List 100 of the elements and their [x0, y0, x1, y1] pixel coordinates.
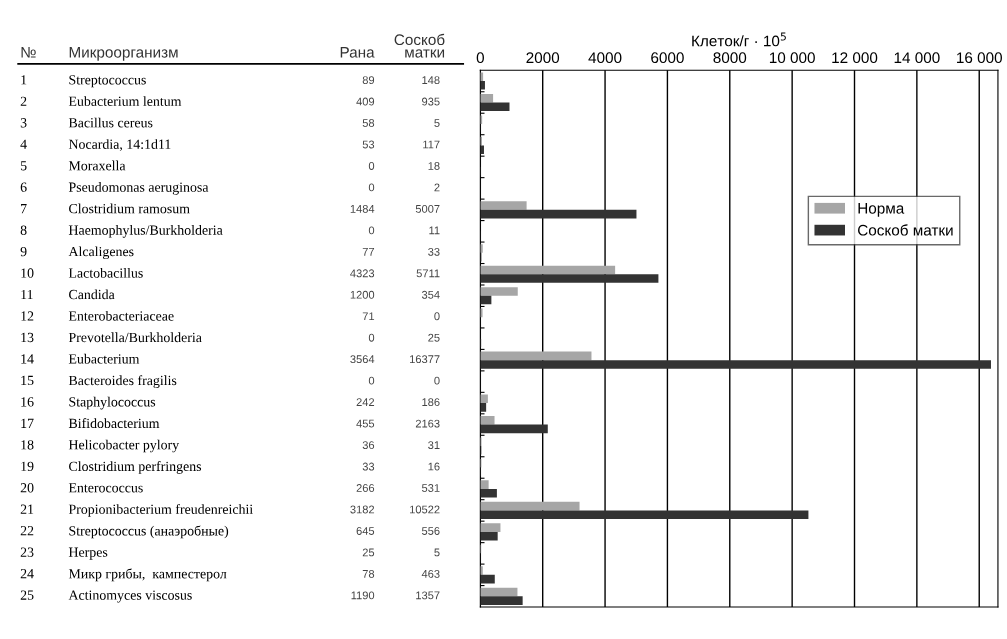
data-label: 242 — [356, 398, 375, 406]
x-axis-title: Клеток/г · 10$^{5}$ — [692, 32, 786, 47]
category-label: 24 Микр грибы, кампестерол — [20, 568, 227, 582]
category-label: 10 Lactobacillus — [21, 267, 143, 278]
bar — [480, 424, 548, 434]
category-label: 2 Eubacterium lentum — [20, 96, 182, 106]
x-tick-label: 14 000 — [894, 52, 940, 64]
x-tick-label: 10 000 — [769, 52, 815, 64]
data-label: 11 — [429, 226, 440, 235]
category-label: 7 Clostridium ramosum — [21, 203, 190, 214]
bar — [480, 574, 495, 584]
category-label: 23 Herpes — [20, 547, 108, 560]
data-label: 1190 — [351, 591, 375, 600]
category-label: 6 Pseudomonas aeruginosa — [20, 182, 209, 195]
data-label: 33 — [428, 247, 440, 256]
x-tick-label: 0 — [476, 52, 484, 64]
data-label: 935 — [422, 97, 440, 106]
bar — [480, 523, 501, 532]
category-label: 9 Alcaligenes — [20, 246, 134, 260]
bar — [480, 531, 498, 541]
data-label: 5 — [434, 119, 440, 127]
data-label: 77 — [362, 248, 375, 256]
legend-label: Норма — [858, 203, 905, 217]
bar — [480, 287, 518, 296]
bar — [480, 274, 659, 283]
x-tick-label: 12 000 — [832, 52, 878, 64]
data-label: 2163 — [415, 419, 440, 428]
bar — [480, 81, 485, 90]
data-label: 3182 — [350, 505, 375, 514]
x-tick-label: 16 000 — [957, 52, 1002, 64]
bar — [480, 102, 510, 112]
data-label: 463 — [421, 569, 440, 578]
data-label: 4323 — [350, 269, 375, 278]
bar — [480, 488, 497, 498]
text: Микроорганизм — [69, 47, 178, 61]
category-label: 15 Bacteroides fragilis — [21, 375, 177, 388]
category-label: 1 Streptococcus — [21, 75, 146, 88]
category-label: 5 Moraxella — [20, 160, 126, 171]
data-label: 5711 — [416, 269, 440, 278]
category-label: 18 Helicobacter pylory — [21, 439, 180, 453]
data-label: 556 — [421, 527, 440, 535]
data-label: 645 — [356, 527, 375, 535]
data-label: 266 — [356, 484, 375, 492]
category-label: 3 Bacillus cereus — [20, 117, 153, 128]
text: Соскоб матки — [394, 33, 445, 58]
data-label: 1357 — [416, 591, 440, 600]
category-label: 13 Prevotella/Burkholderia — [21, 332, 202, 343]
data-label: 25 — [362, 548, 375, 557]
category-label: 20 Enterococcus — [20, 483, 143, 493]
data-label: 33 — [362, 462, 375, 471]
category-label: 19 Clostridium perfringens — [21, 461, 202, 474]
data-label: 0 — [434, 376, 440, 385]
data-label: 78 — [362, 569, 375, 578]
data-label: 18 — [428, 162, 440, 170]
data-label: 2 — [434, 183, 440, 192]
data-label: 5007 — [415, 204, 440, 213]
data-label: 25 — [428, 333, 440, 342]
category-label: 8 Haemophylus/Burkholderia — [20, 225, 223, 238]
category-label: 4 Nocardia, 14:1d11 — [20, 139, 171, 151]
bar — [480, 201, 527, 210]
data-label: 31 — [428, 441, 440, 449]
data-label: 71 — [362, 312, 375, 321]
data-label: 16377 — [410, 355, 440, 364]
data-label: 186 — [422, 398, 440, 407]
text: № — [21, 47, 36, 58]
bar — [480, 480, 489, 489]
data-label: 0 — [368, 376, 375, 385]
data-label: 117 — [423, 140, 440, 149]
bar — [480, 501, 580, 511]
data-label: 354 — [421, 290, 440, 299]
data-label: 5 — [434, 548, 440, 557]
data-label: 0 — [368, 162, 375, 170]
data-label: 409 — [356, 97, 375, 106]
x-tick-label: 6000 — [651, 52, 684, 64]
data-label: 0 — [368, 226, 375, 235]
data-label: 58 — [362, 119, 375, 127]
category-label: 25 Actinomyces viscosus — [20, 590, 192, 603]
category-label: 21 Propionibacterium freudenreichii — [20, 504, 253, 517]
data-label: 16 — [428, 462, 440, 471]
bar — [480, 510, 809, 520]
bar — [480, 360, 991, 369]
data-label: 1200 — [350, 290, 375, 299]
data-label: 0 — [368, 333, 375, 342]
category-label: 14 Eubacterium — [21, 353, 140, 364]
category-label: 22 Streptococcus (анаэробные) — [20, 525, 229, 539]
data-label: 531 — [421, 484, 440, 492]
data-label: 3564 — [350, 355, 375, 364]
category-label: 12 Enterobacteriaceae — [21, 310, 174, 321]
category-label: 17 Bifidobacterium — [21, 418, 160, 429]
x-tick-label: 2000 — [526, 52, 560, 64]
category-label: 11 Candida — [21, 289, 115, 300]
text: Рана — [340, 47, 375, 58]
bar — [480, 415, 495, 425]
x-tick-label: 8000 — [713, 52, 747, 64]
category-label: 16 Staphylococcus — [21, 396, 156, 410]
data-label: 1484 — [350, 204, 375, 213]
bar — [480, 403, 487, 412]
x-tick-label: 4000 — [588, 52, 622, 64]
bar — [480, 596, 523, 605]
legend-label: Соскоб матки — [858, 224, 953, 236]
